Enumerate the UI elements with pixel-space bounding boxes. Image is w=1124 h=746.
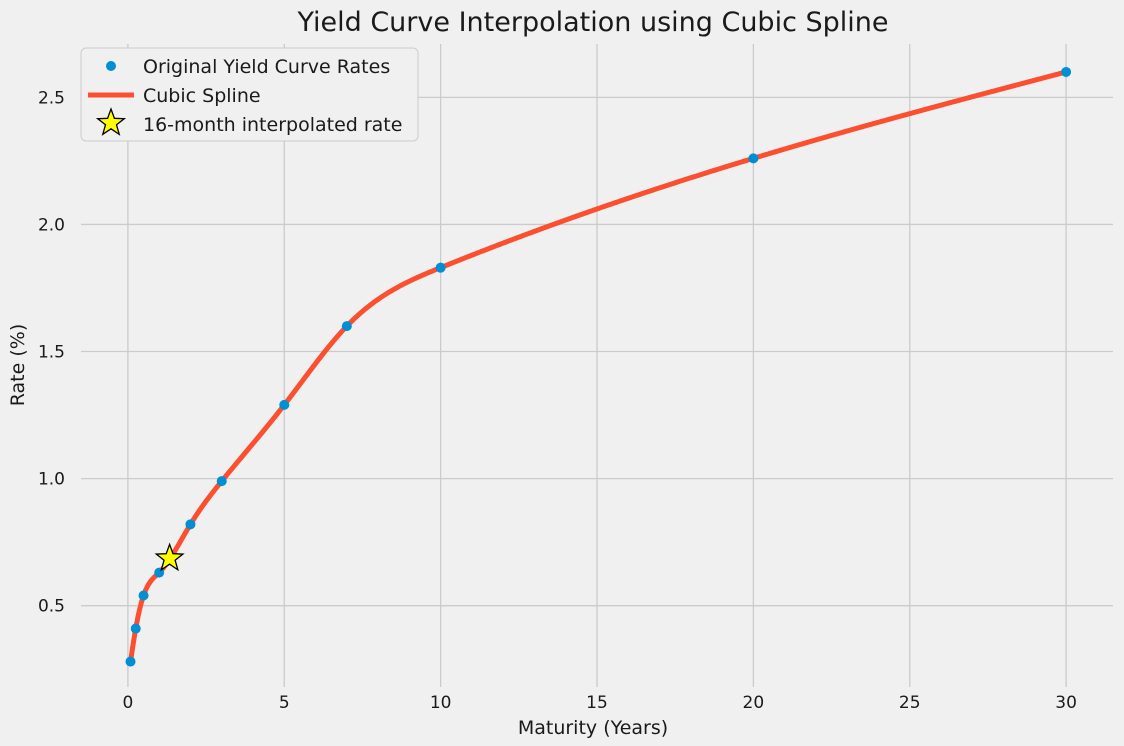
y-tick-label: 2.5 xyxy=(38,88,65,108)
x-tick-label: 30 xyxy=(1055,693,1077,713)
legend-box xyxy=(80,47,419,142)
x-tick-label: 10 xyxy=(430,693,452,713)
x-tick-label: 0 xyxy=(122,693,133,713)
y-tick-label: 1.5 xyxy=(38,343,65,363)
y-tick-label: 0.5 xyxy=(38,597,65,617)
legend-star-marker xyxy=(95,107,127,136)
y-tick-labels: 0.5 1.0 1.5 2.0 2.5 xyxy=(38,88,65,616)
data-point xyxy=(216,476,227,487)
x-tick-label: 25 xyxy=(899,693,921,713)
data-point xyxy=(185,519,196,530)
y-tick-label: 1.0 xyxy=(38,470,65,490)
legend-label-original-rates: Original Yield Curve Rates xyxy=(143,56,390,78)
x-tick-label: 5 xyxy=(279,693,290,713)
data-point xyxy=(138,590,149,601)
legend-label-interpolated-rate: 16-month interpolated rate xyxy=(143,114,402,136)
legend-star-shape xyxy=(95,107,127,136)
data-point xyxy=(125,656,136,667)
interpolated-point-star xyxy=(154,542,185,572)
y-axis-title: Rate (%) xyxy=(7,324,29,407)
chart-title: Yield Curve Interpolation using Cubic Sp… xyxy=(296,7,888,38)
y-tick-label: 2.0 xyxy=(38,215,65,235)
original-rate-points xyxy=(125,66,1072,667)
data-point xyxy=(279,399,290,410)
legend-label-cubic-spline: Cubic Spline xyxy=(143,85,261,107)
x-tick-label: 15 xyxy=(586,693,608,713)
data-point xyxy=(1061,66,1072,77)
data-point xyxy=(341,321,352,332)
legend-scatter-marker xyxy=(106,61,116,71)
x-tick-label: 20 xyxy=(743,693,765,713)
data-point xyxy=(130,623,141,634)
interpolated-rate-star xyxy=(154,542,185,572)
data-point xyxy=(748,153,759,164)
data-point xyxy=(435,262,446,273)
legend: Original Yield Curve Rates Cubic Spline … xyxy=(80,47,419,142)
x-tick-labels: 0 5 10 15 20 25 30 xyxy=(122,693,1076,713)
grid-lines xyxy=(81,44,1113,687)
x-axis-title: Maturity (Years) xyxy=(518,717,668,739)
